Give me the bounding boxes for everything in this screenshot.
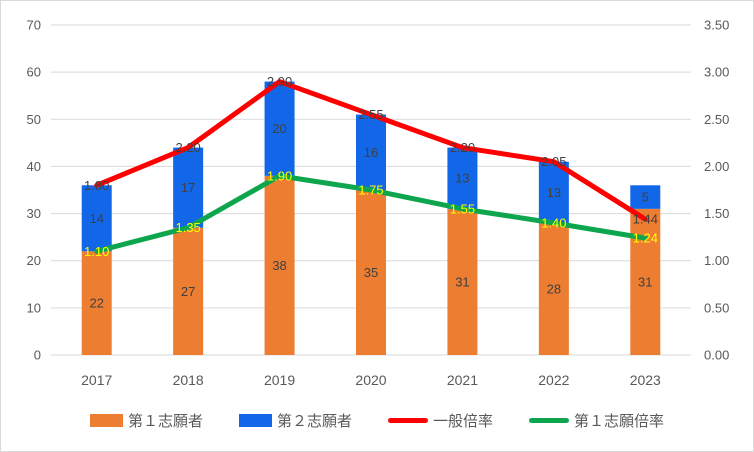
- x-axis-label: 2020: [355, 372, 386, 388]
- bar-value-label: 35: [364, 265, 378, 280]
- legend-label-first-choice-ratio: 第１志願倍率: [574, 412, 665, 430]
- left-axis-tick: 60: [27, 65, 41, 80]
- right-axis-tick: 1.50: [704, 206, 729, 221]
- bar-value-label: 14: [89, 211, 103, 226]
- line-value-label-first-choice-ratio: 1.90: [267, 168, 292, 183]
- line-first-choice-ratio: [94, 173, 648, 254]
- right-axis-tick: 0.50: [704, 300, 729, 315]
- bar-first-choice-applicants: [264, 175, 295, 355]
- x-axis-label: 2019: [264, 372, 295, 388]
- bar-first-choice-applicants: [538, 223, 569, 355]
- bar-value-label: 22: [89, 296, 103, 311]
- bar-second-choice-applicants: [264, 81, 295, 176]
- legend-label-general-ratio: 一般倍率: [433, 412, 494, 430]
- bar-first-choice-applicants: [630, 208, 661, 355]
- legend-label-first-choice-applicants: 第１志願者: [127, 412, 203, 430]
- line-value-label-first-choice-ratio: 1.10: [84, 244, 109, 259]
- line-value-label-general-ratio: 2.05: [541, 154, 566, 169]
- x-axis-label: 2022: [538, 372, 569, 388]
- left-axis-tick: 30: [27, 206, 41, 221]
- bar-second-choice-applicants: [173, 147, 204, 228]
- bar-value-label: 13: [455, 171, 469, 186]
- bar-first-choice-applicants: [356, 190, 386, 355]
- bar-value-label: 20: [272, 121, 286, 136]
- bar-second-choice-applicants: [447, 147, 478, 209]
- left-axis-tick: 0: [34, 348, 41, 363]
- bar-first-choice-applicants: [447, 208, 478, 355]
- line-value-label-general-ratio: 1.44: [633, 212, 658, 227]
- left-axis-tick: 50: [27, 112, 41, 127]
- bar-value-label: 5: [642, 190, 649, 205]
- legend-swatch-second-choice-applicants: [238, 413, 272, 427]
- legend-swatch-general-ratio: [388, 417, 428, 423]
- line-value-label-first-choice-ratio: 1.24: [633, 231, 658, 246]
- bar-second-choice-applicants: [538, 161, 569, 223]
- line-value-label-first-choice-ratio: 1.35: [175, 220, 200, 235]
- plot-area: 0 10 20 30 40 50 60 70 0.00 0.50 1.00 1.50 2.00 2.50 3…: [27, 18, 730, 389]
- line-value-label-general-ratio: 2.20: [175, 140, 200, 155]
- x-axis-label: 2018: [173, 372, 204, 388]
- left-axis-tick: 40: [27, 159, 41, 174]
- right-axis-tick: 3.50: [704, 18, 729, 33]
- left-axis-tick: 10: [27, 300, 41, 315]
- legend-label-second-choice-applicants: 第２志願者: [276, 412, 352, 430]
- legend: 第１志願者 第２志願者 一般倍率 第１志願倍率: [1, 402, 753, 438]
- bar-first-choice-applicants: [81, 251, 112, 355]
- bar-first-choice-applicants: [173, 227, 204, 355]
- legend-swatch-first-choice-ratio: [529, 417, 570, 423]
- bar-second-choice-applicants: [630, 185, 661, 209]
- left-axis-tick: 70: [27, 18, 41, 33]
- legend-item-first-choice-ratio: 第１志願倍率: [529, 410, 664, 431]
- left-axis-tick: 20: [27, 253, 41, 268]
- line-value-label-first-choice-ratio: 1.40: [541, 216, 566, 231]
- legend-item-second-choice-applicants: 第２志願者: [238, 410, 352, 431]
- x-axis-label: 2023: [630, 372, 661, 388]
- bar-second-choice-applicants: [356, 114, 386, 190]
- bar-value-label: 16: [364, 145, 378, 160]
- line-general-ratio: [94, 79, 648, 222]
- bar-value-label: 28: [547, 282, 561, 297]
- bar-value-label: 31: [455, 274, 469, 289]
- bar-value-label: 38: [272, 258, 286, 273]
- legend-item-general-ratio: 一般倍率: [388, 410, 493, 431]
- bar-value-label: 17: [181, 180, 195, 195]
- right-axis-tick: 3.00: [704, 65, 729, 80]
- x-axis-label: 2021: [447, 372, 478, 388]
- line-value-label-first-choice-ratio: 1.55: [450, 201, 475, 216]
- line-value-label-general-ratio: 2.20: [450, 140, 475, 155]
- bar-value-label: 27: [181, 284, 195, 299]
- bar-second-choice-applicants: [81, 185, 112, 252]
- x-axis-label: 2017: [81, 372, 112, 388]
- right-axis-tick: 0.00: [704, 348, 729, 363]
- bar-value-label: 31: [638, 274, 652, 289]
- right-axis-tick: 2.00: [704, 159, 729, 174]
- line-value-label-general-ratio: 1.80: [84, 178, 109, 193]
- line-value-label-general-ratio: 2.55: [358, 107, 383, 122]
- right-axis-tick: 2.50: [704, 112, 729, 127]
- legend-swatch-first-choice-applicants: [89, 413, 123, 427]
- right-axis-tick: 1.00: [704, 253, 729, 268]
- line-value-label-first-choice-ratio: 1.75: [358, 183, 383, 198]
- bar-value-label: 13: [547, 185, 561, 200]
- line-value-label-general-ratio: 2.90: [267, 74, 292, 89]
- legend-item-first-choice-applicants: 第１志願者: [89, 410, 203, 431]
